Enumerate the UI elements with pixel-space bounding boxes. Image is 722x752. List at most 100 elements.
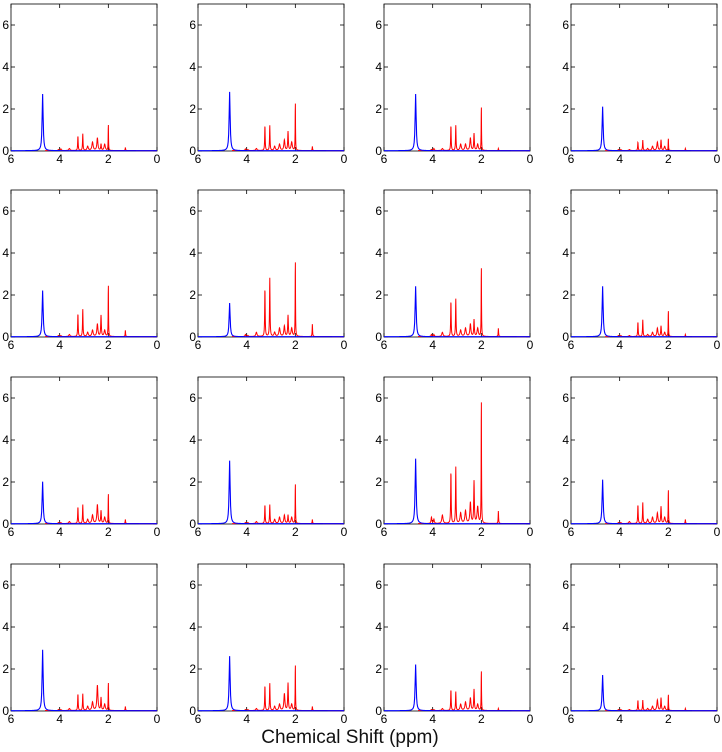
x-tick-label: 2: [478, 338, 485, 352]
water-trace: [198, 460, 344, 525]
x-tick-label: 6: [8, 338, 15, 352]
y-tick-label: 0: [375, 517, 382, 531]
spectrum-panel: 0 2 4 6 6 4 2 0: [2, 376, 161, 539]
x-tick-label: 4: [243, 712, 250, 726]
x-tick-label: 2: [292, 152, 299, 166]
metabolite-trace: [418, 671, 530, 712]
y-tick-label: 4: [189, 60, 196, 74]
y-tick-label: 4: [562, 433, 569, 447]
spectrum-panel: 0 2 4 6 6 4 2 0: [375, 376, 534, 539]
x-tick-label: 6: [568, 525, 575, 539]
water-trace: [198, 656, 344, 712]
x-tick-label: 4: [616, 338, 623, 352]
water-trace: [571, 106, 717, 152]
x-tick-label: 4: [429, 712, 436, 726]
y-tick-label: 6: [562, 578, 569, 592]
water-trace: [198, 303, 344, 338]
metabolite-trace: [605, 311, 717, 338]
x-tick-label: 0: [154, 525, 161, 539]
y-tick-label: 4: [2, 620, 9, 634]
y-tick-label: 2: [189, 102, 196, 116]
metabolite-trace: [418, 402, 530, 525]
spectrum-panel: 0 2 4 6 6 4 2 0: [189, 3, 348, 166]
y-tick-label: 0: [189, 517, 196, 531]
y-tick-label: 6: [375, 391, 382, 405]
x-tick-label: 4: [243, 525, 250, 539]
axes-box: [197, 189, 345, 338]
metabolite-trace: [232, 262, 344, 338]
x-tick-label: 0: [154, 338, 161, 352]
axes-box: [570, 189, 718, 338]
axes-box: [197, 563, 345, 712]
x-tick-label: 0: [341, 152, 348, 166]
y-tick-label: 6: [189, 18, 196, 32]
water-trace: [571, 286, 717, 338]
x-tick-label: 6: [381, 152, 388, 166]
axes-box: [10, 189, 158, 338]
water-trace: [571, 674, 717, 712]
y-tick-label: 0: [562, 144, 569, 158]
x-tick-label: 4: [56, 152, 63, 166]
spectrum-panel: 0 2 4 6 6 4 2 0: [189, 376, 348, 539]
y-tick-label: 4: [2, 60, 9, 74]
water-trace: [384, 93, 530, 152]
spectrum-panel: 0 2 4 6 6 4 2 0: [562, 189, 721, 352]
y-tick-label: 0: [375, 330, 382, 344]
axes-box: [10, 563, 158, 712]
x-tick-label: 0: [714, 525, 721, 539]
axes-box: [10, 3, 158, 152]
water-trace: [11, 93, 157, 152]
metabolite-trace: [605, 694, 717, 712]
x-tick-label: 2: [105, 712, 112, 726]
spectrum-panel: 0 2 4 6 6 4 2 0: [189, 563, 348, 726]
water-trace: [384, 458, 530, 525]
x-tick-label: 2: [292, 525, 299, 539]
y-tick-label: 4: [189, 620, 196, 634]
y-tick-label: 4: [2, 433, 9, 447]
metabolite-trace: [45, 494, 157, 525]
x-tick-label: 2: [665, 712, 672, 726]
x-tick-label: 2: [665, 338, 672, 352]
x-tick-label: 6: [195, 525, 202, 539]
spectrum-panel: 0 2 4 6 6 4 2 0: [375, 563, 534, 726]
x-tick-label: 0: [341, 525, 348, 539]
x-tick-label: 6: [381, 525, 388, 539]
y-tick-label: 6: [562, 204, 569, 218]
y-tick-label: 0: [2, 330, 9, 344]
metabolite-trace: [605, 490, 717, 525]
x-tick-label: 4: [56, 712, 63, 726]
spectrum-panel: 0 2 4 6 6 4 2 0: [375, 3, 534, 166]
spectrum-panel: 0 2 4 6 6 4 2 0: [2, 563, 161, 726]
axes-box: [570, 376, 718, 525]
metabolite-trace: [232, 103, 344, 152]
water-trace: [384, 286, 530, 338]
y-tick-label: 6: [375, 18, 382, 32]
y-tick-label: 4: [189, 433, 196, 447]
x-tick-label: 6: [8, 525, 15, 539]
x-tick-label: 4: [429, 525, 436, 539]
x-axis-label: Chemical Shift (ppm): [261, 727, 438, 748]
y-tick-label: 6: [562, 391, 569, 405]
metabolite-trace: [418, 107, 530, 152]
x-tick-label: 0: [527, 152, 534, 166]
y-tick-label: 4: [375, 246, 382, 260]
x-tick-label: 4: [243, 152, 250, 166]
x-tick-label: 6: [568, 338, 575, 352]
y-tick-label: 0: [189, 704, 196, 718]
y-tick-label: 6: [375, 204, 382, 218]
y-tick-label: 0: [562, 704, 569, 718]
axes-box: [570, 3, 718, 152]
metabolite-trace: [45, 125, 157, 152]
y-tick-label: 6: [189, 578, 196, 592]
y-tick-label: 2: [375, 475, 382, 489]
axes-box: [383, 3, 531, 152]
y-tick-label: 0: [375, 704, 382, 718]
x-tick-label: 0: [341, 338, 348, 352]
y-tick-label: 0: [562, 517, 569, 531]
y-tick-label: 2: [562, 102, 569, 116]
axes-box: [197, 3, 345, 152]
axes-box: [383, 563, 531, 712]
y-tick-label: 0: [189, 330, 196, 344]
spectrum-panel: 0 2 4 6 6 4 2 0: [562, 3, 721, 166]
